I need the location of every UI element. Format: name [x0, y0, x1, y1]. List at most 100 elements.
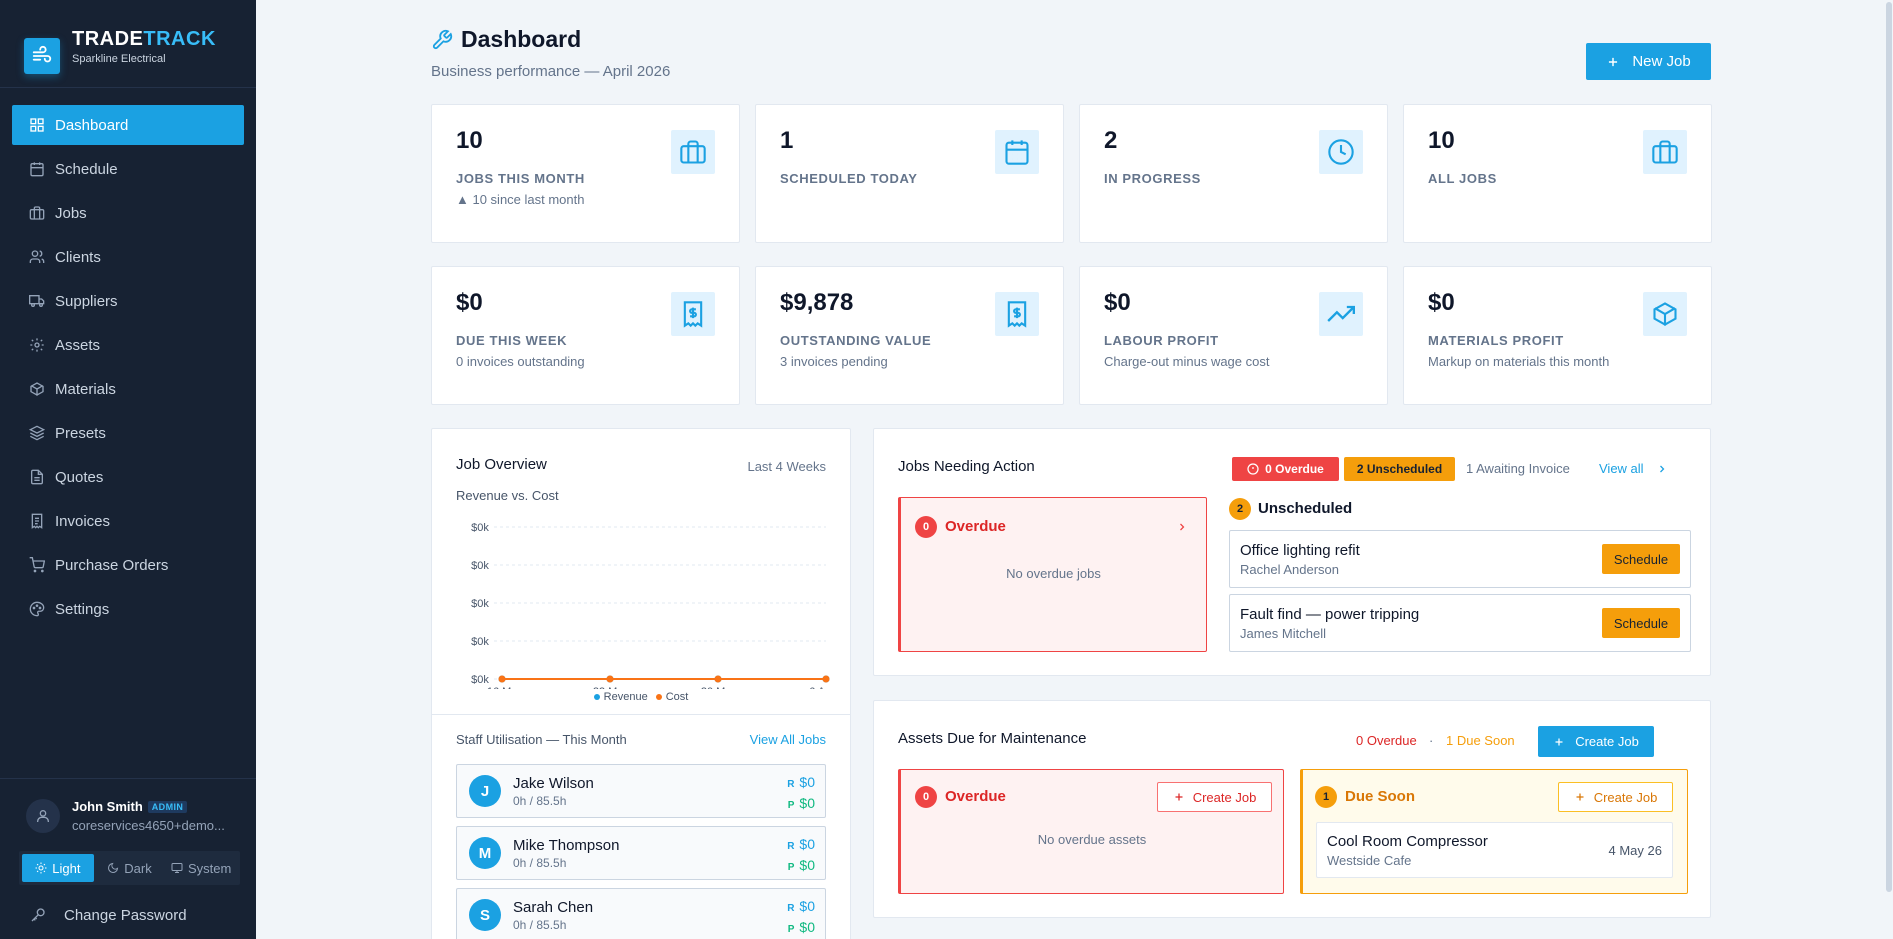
- sidebar-item-clients[interactable]: Clients: [12, 237, 244, 277]
- due-soon-create-job-button[interactable]: Create Job: [1558, 782, 1673, 812]
- awaiting-invoice-text[interactable]: 1 Awaiting Invoice: [1466, 461, 1570, 476]
- logo-icon: [24, 37, 60, 74]
- sidebar-item-label: Materials: [55, 380, 116, 398]
- stat-label: IN PROGRESS: [1104, 171, 1201, 186]
- job-overview-range[interactable]: Last 4 Weeks: [747, 459, 826, 474]
- staff-hours: 0h / 85.5h: [513, 793, 567, 808]
- change-password-link[interactable]: Change Password: [0, 891, 256, 939]
- legend-revenue-swatch: [593, 694, 600, 700]
- schedule-button[interactable]: Schedule: [1602, 608, 1680, 638]
- unscheduled-job-card[interactable]: Office lighting refit Rachel Anderson Sc…: [1229, 530, 1691, 588]
- theme-light-button[interactable]: Light: [22, 854, 94, 882]
- staff-name: Jake Wilson: [513, 774, 594, 792]
- sidebar-item-quotes[interactable]: Quotes: [12, 457, 244, 497]
- create-job-button[interactable]: Create Job: [1538, 726, 1654, 757]
- sidebar-item-purchase-orders[interactable]: Purchase Orders: [12, 545, 244, 585]
- x-tick-label: 23 Mar: [593, 686, 628, 689]
- theme-dark-button[interactable]: Dark: [94, 854, 166, 882]
- profit-tag: P: [787, 862, 795, 873]
- sidebar-item-settings[interactable]: Settings: [12, 589, 244, 629]
- stat-card-due-this-week[interactable]: $0 DUE THIS WEEK 0 invoices outstanding: [431, 266, 740, 405]
- scrollbar[interactable]: [1885, 0, 1893, 939]
- legend-cost: Cost: [655, 691, 688, 703]
- stat-card-scheduled-today[interactable]: 1 SCHEDULED TODAY: [755, 104, 1064, 243]
- sidebar-item-materials[interactable]: Materials: [12, 369, 244, 409]
- sidebar-item-label: Clients: [55, 248, 101, 266]
- user-email: coreservices4650+demo...: [72, 818, 225, 833]
- unscheduled-label: Unscheduled: [1258, 500, 1353, 517]
- data-point-cost[interactable]: [714, 675, 722, 683]
- data-point-cost[interactable]: [822, 675, 830, 683]
- data-point-cost[interactable]: [498, 675, 506, 683]
- stat-sub: Markup on materials this month: [1428, 354, 1610, 369]
- chevron-right-icon: [1180, 523, 1185, 531]
- scrollbar-thumb[interactable]: [1886, 2, 1892, 892]
- avatar: [26, 799, 60, 833]
- stat-card-labour-profit[interactable]: $0 LABOUR PROFIT Charge-out minus wage c…: [1079, 266, 1388, 405]
- moon-icon: [108, 862, 119, 873]
- stat-sub: 0 invoices outstanding: [456, 354, 585, 369]
- brand[interactable]: TRADETRACK Sparkline Electrical: [0, 0, 256, 88]
- job-overview-title: Job Overview: [456, 456, 547, 473]
- theme-switcher: Light Dark System: [19, 851, 240, 885]
- trending-up-icon: [1319, 292, 1363, 336]
- staff-card[interactable]: S Sarah Chen 0h / 85.5h R $0 P $0: [456, 888, 826, 939]
- x-tick-label: 6 Apr: [809, 686, 835, 689]
- sidebar-item-presets[interactable]: Presets: [12, 413, 244, 453]
- cog-icon: [30, 338, 44, 352]
- divider: [432, 714, 850, 715]
- legend-revenue-label: Revenue: [603, 691, 648, 703]
- sidebar-item-dashboard[interactable]: Dashboard: [12, 105, 244, 145]
- unscheduled-badge[interactable]: 2 Unscheduled: [1344, 457, 1455, 481]
- layers-icon: [29, 425, 45, 441]
- stat-card-outstanding-value[interactable]: $9,878 OUTSTANDING VALUE 3 invoices pend…: [755, 266, 1064, 405]
- staff-hours: 0h / 85.5h: [513, 917, 567, 932]
- overdue-jobs-box[interactable]: 0 Overdue No overdue jobs: [898, 497, 1207, 652]
- stat-sub: 3 invoices pending: [780, 354, 888, 369]
- sidebar-item-assets[interactable]: Assets: [12, 325, 244, 365]
- overdue-badge[interactable]: 0 Overdue: [1232, 457, 1339, 481]
- page-title: Dashboard: [431, 26, 670, 53]
- stat-card-in-progress[interactable]: 2 IN PROGRESS: [1079, 104, 1388, 243]
- briefcase-icon: [29, 206, 45, 220]
- view-all-jobs-link[interactable]: View All Jobs: [749, 732, 826, 747]
- overdue-create-job-button[interactable]: Create Job: [1157, 782, 1272, 812]
- y-tick-label: $0k: [471, 560, 489, 572]
- stat-label: SCHEDULED TODAY: [780, 171, 918, 186]
- staff-utilisation-title: Staff Utilisation — This Month: [456, 732, 627, 747]
- job-client: James Mitchell: [1240, 626, 1326, 641]
- data-point-cost[interactable]: [606, 675, 614, 683]
- staff-card[interactable]: J Jake Wilson 0h / 85.5h R $0 P $0: [456, 764, 826, 818]
- theme-system-button[interactable]: System: [165, 854, 237, 882]
- sidebar-item-label: Quotes: [55, 468, 104, 486]
- schedule-button[interactable]: Schedule: [1602, 544, 1680, 574]
- stat-value: $0: [456, 289, 483, 316]
- sidebar-item-jobs[interactable]: Jobs: [12, 193, 244, 233]
- receipt-dollar-icon: [995, 292, 1039, 336]
- view-all-link[interactable]: View all: [1599, 461, 1668, 476]
- staff-financials: R $0 P $0: [787, 897, 815, 939]
- staff-card[interactable]: M Mike Thompson 0h / 85.5h R $0 P $0: [456, 826, 826, 880]
- sidebar-item-suppliers[interactable]: Suppliers: [12, 281, 244, 321]
- assets-due-summary: 1 Due Soon: [1446, 733, 1515, 748]
- jobs-needing-action-panel: Jobs Needing Action 0 Overdue 2 Unschedu…: [873, 428, 1711, 676]
- stat-card-jobs-this-month[interactable]: 10 JOBS THIS MONTH ▲ 10 since last month: [431, 104, 740, 243]
- stat-card-all-jobs[interactable]: 10 ALL JOBS: [1403, 104, 1712, 243]
- staff-hours: 0h / 85.5h: [513, 855, 567, 870]
- staff-revenue: $0: [799, 898, 815, 914]
- calendar-icon: [995, 130, 1039, 174]
- asset-name: Cool Room Compressor: [1327, 833, 1488, 850]
- due-soon-create-job-label: Create Job: [1593, 789, 1658, 805]
- sidebar-item-schedule[interactable]: Schedule: [12, 149, 244, 189]
- user-profile[interactable]: John Smith ADMIN coreservices4650+demo...: [0, 779, 256, 843]
- page-subtitle: Business performance — April 2026: [431, 63, 671, 80]
- asset-card[interactable]: Cool Room Compressor Westside Cafe 4 May…: [1316, 822, 1673, 878]
- stat-card-materials-profit[interactable]: $0 MATERIALS PROFIT Markup on materials …: [1403, 266, 1712, 405]
- stat-label: JOBS THIS MONTH: [456, 171, 585, 186]
- staff-financials: R $0 P $0: [787, 773, 815, 815]
- sidebar-item-invoices[interactable]: Invoices: [12, 501, 244, 541]
- new-job-button[interactable]: New Job: [1586, 43, 1711, 80]
- revenue-tag: R: [787, 841, 795, 852]
- unscheduled-job-card[interactable]: Fault find — power tripping James Mitche…: [1229, 594, 1691, 652]
- sidebar-nav: Dashboard Schedule Jobs Clients Supplier…: [0, 88, 256, 629]
